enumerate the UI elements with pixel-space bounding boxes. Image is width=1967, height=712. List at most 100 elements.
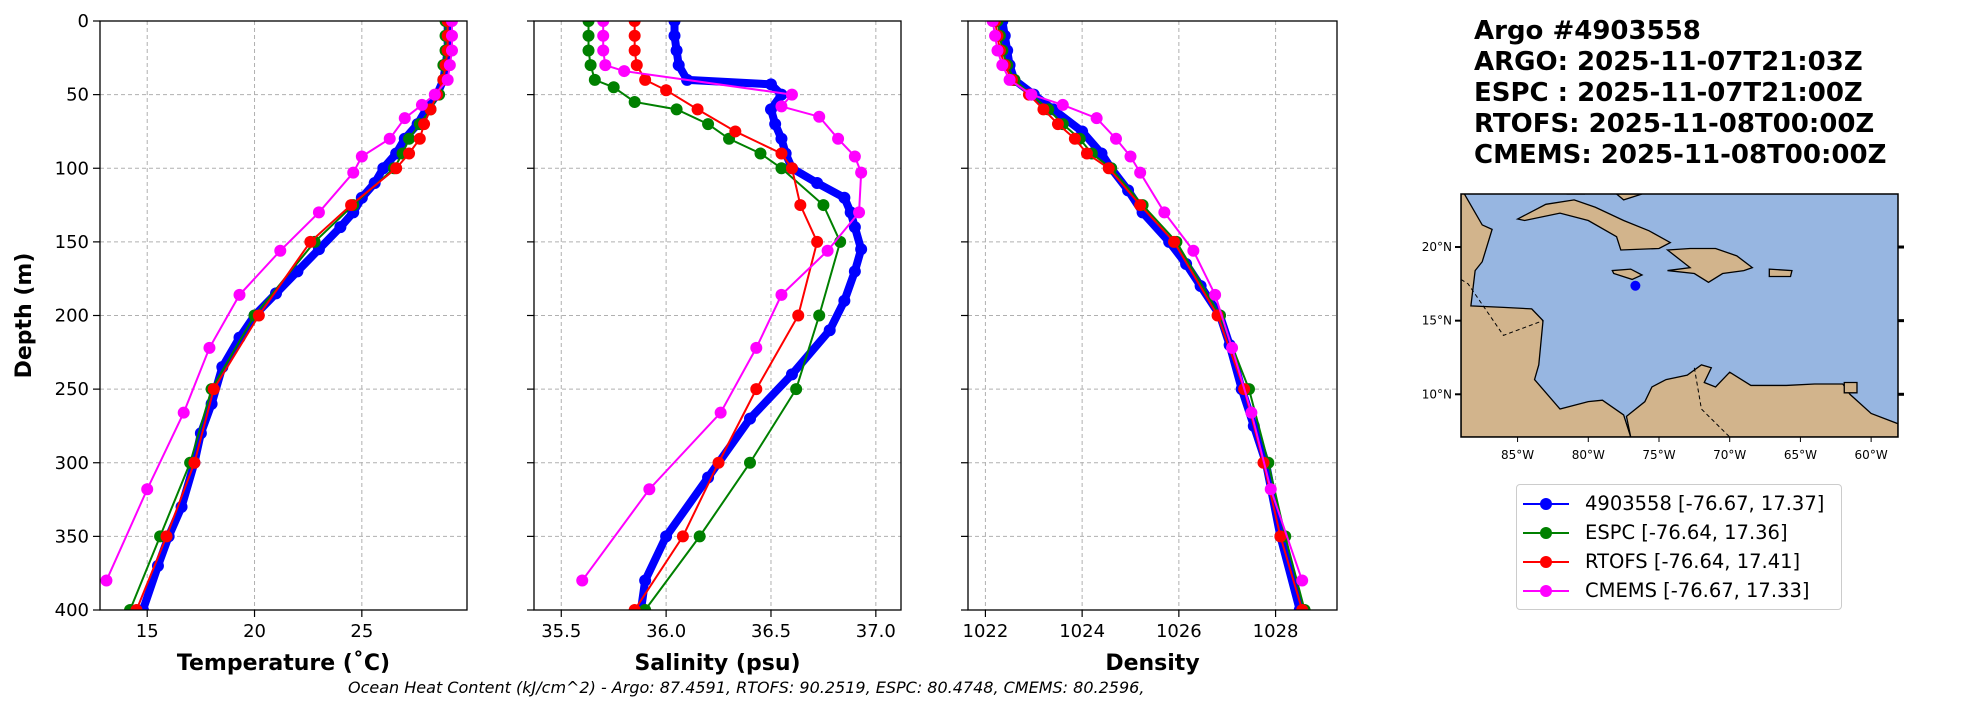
jamaica-landmass [1611, 268, 1644, 281]
cmems-point [832, 132, 845, 145]
rtofs-point [628, 21, 641, 27]
legend-item-argo: 4903558 [-76.67, 17.37] [1517, 489, 1841, 518]
rtofs-point [207, 383, 220, 396]
espc-point [790, 383, 803, 396]
map-lat-label: 10°N [1422, 387, 1452, 401]
cmems-point [347, 166, 360, 179]
x-tick-label: 1028 [1253, 621, 1299, 642]
espc-point [403, 132, 416, 145]
rtofs-point [712, 456, 725, 469]
rtofs-point [676, 530, 689, 543]
cmems-point [1003, 73, 1016, 86]
legend-label: CMEMS [-76.67, 17.33] [1585, 579, 1810, 602]
cmems-point [576, 574, 589, 587]
espc-point [702, 118, 715, 131]
espc-point [582, 44, 595, 57]
ocean-heat-content-note: Ocean Heat Content (kJ/cm^2) - Argo: 87.… [348, 678, 1145, 697]
density-panel: 1022 1024 1026 1028 Density [961, 20, 1338, 676]
rtofs-point [750, 383, 763, 396]
rtofs-point [252, 309, 265, 322]
rtofs-point [1296, 604, 1309, 610]
cmems-point [383, 132, 396, 145]
cmems-point [1056, 98, 1069, 111]
cmems-point [1158, 206, 1171, 219]
4903558-point [785, 368, 798, 381]
cmems-point [821, 244, 834, 257]
cmems-point [853, 206, 866, 219]
rtofs-point [188, 456, 201, 469]
rtofs-point [403, 147, 416, 160]
series-espc [582, 21, 847, 610]
4903558-point [668, 21, 681, 27]
rtofs-point [304, 235, 317, 248]
rtofs-point [775, 147, 788, 160]
rtofs-point [628, 604, 641, 610]
cmems-point [714, 406, 727, 419]
espc-point [639, 604, 652, 610]
4903558-point [838, 294, 851, 307]
cmems-point [445, 29, 458, 42]
cmems-point [618, 65, 631, 78]
4903558-point [855, 243, 868, 256]
cmems-point [813, 110, 826, 123]
series-rtofs [628, 21, 824, 610]
x-tick-label: 25 [350, 621, 373, 642]
cmems-point [775, 100, 788, 113]
x-axis-label: Salinity (psu) [634, 651, 800, 676]
title-line-rtofs-time: RTOFS: 2025-11-08T00:00Z [1474, 109, 1875, 139]
series-cmems [100, 21, 458, 587]
cmems-point [1187, 244, 1200, 257]
cmems-point [991, 44, 1004, 57]
cmems-point [398, 112, 411, 125]
legend-marker-icon [1523, 584, 1569, 598]
rtofs-point [1168, 235, 1181, 248]
4903558-line [998, 21, 1304, 610]
temperature-panel: 15 20 25050100150200250300350400Temperatur… [55, 11, 468, 676]
cmems-point [1090, 112, 1103, 125]
map-lon-label: 60°W [1855, 448, 1888, 462]
cmems-point [1124, 150, 1137, 163]
espc-point [607, 81, 620, 94]
cmems-point [1264, 483, 1277, 496]
y-tick-label: 150 [55, 232, 89, 253]
legend-item-espc: ESPC [-76.64, 17.36] [1517, 518, 1841, 547]
rtofs-point [660, 84, 673, 97]
cmems-point [445, 21, 458, 27]
rtofs-point [345, 199, 358, 212]
x-tick-label: 1022 [963, 621, 1009, 642]
x-tick-label: 36.0 [646, 621, 686, 642]
axes-frame [967, 20, 1338, 611]
espc-point [813, 309, 826, 322]
cmems-point [428, 88, 441, 101]
hispaniola-landmass [1665, 247, 1754, 284]
y-tick-label: 50 [66, 85, 89, 106]
4903558-point [811, 176, 824, 189]
rtofs-point [794, 199, 807, 212]
cmems-line [581, 21, 863, 582]
x-tick-label: 37.0 [856, 621, 896, 642]
rtofs-point [792, 309, 805, 322]
rtofs-point [691, 103, 704, 116]
salinity-panel: 35.5 36.0 36.5 37.0 Salinity (psu) [527, 20, 902, 676]
cmems-point [1134, 166, 1147, 179]
rtofs-point [1037, 103, 1050, 116]
trinidad-landmass [1843, 381, 1858, 394]
espc-point [693, 530, 706, 543]
rtofs-point [630, 59, 643, 72]
map-lon-label: 65°W [1784, 448, 1817, 462]
x-axis-label: Temperature (˚C) [177, 651, 390, 676]
cmems-point [989, 29, 1002, 42]
map-content [1461, 194, 1898, 437]
4903558-point [775, 132, 788, 145]
x-tick-label: 35.5 [541, 621, 581, 642]
4903558-point [672, 59, 685, 72]
rtofs-point [1068, 132, 1081, 145]
x-tick-label: 1026 [1156, 621, 1202, 642]
map-lat-label: 20°N [1422, 240, 1452, 254]
cmems-point [177, 406, 190, 419]
4903558-point [844, 206, 857, 219]
cmems-point [643, 483, 656, 496]
cmems-point [848, 150, 861, 163]
rtofs-point [413, 132, 426, 145]
